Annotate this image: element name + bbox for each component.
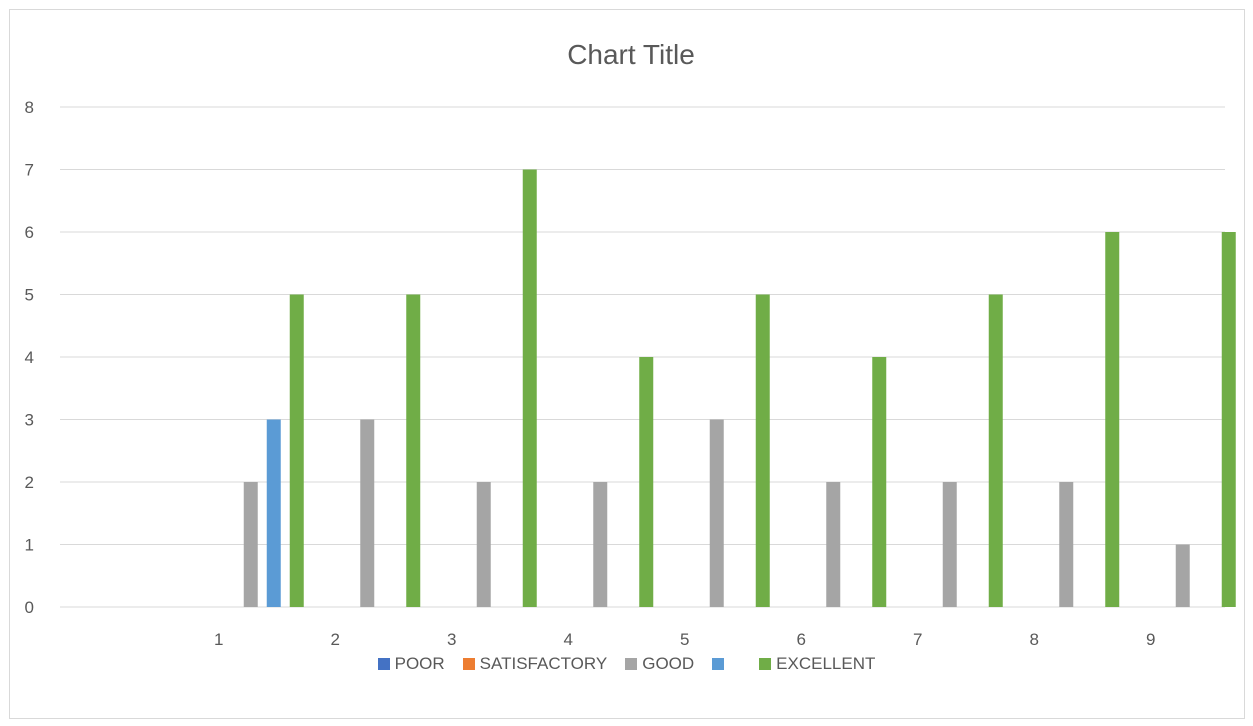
legend-swatch (625, 658, 638, 670)
bar-good-5 (709, 419, 724, 607)
legend-item: GOOD (625, 654, 694, 674)
legend-item: SATISFACTORY (462, 654, 608, 674)
y-tick-label: 1 (25, 536, 34, 555)
bar-excellent-4 (639, 357, 654, 607)
bar-excellent-3 (522, 169, 537, 607)
bar-good-4 (593, 482, 608, 607)
legend-swatch (462, 658, 475, 670)
bar-good-2 (360, 419, 375, 607)
y-tick-label: 8 (25, 98, 34, 117)
y-tick-label: 0 (25, 598, 34, 617)
x-tick-label: 6 (797, 630, 806, 649)
bar-series-3-1 (266, 419, 281, 607)
bar-excellent-7 (988, 294, 1003, 607)
x-tick-label: 4 (564, 630, 573, 649)
y-tick-label: 5 (25, 286, 34, 305)
bar-good-3 (476, 482, 491, 607)
bar-good-6 (826, 482, 841, 607)
legend-item (712, 658, 741, 670)
bar-excellent-1 (289, 294, 304, 607)
legend-label: GOOD (642, 654, 695, 673)
bar-good-1 (243, 482, 258, 607)
legend-swatch (712, 658, 725, 670)
y-tick-label: 2 (25, 473, 34, 492)
legend-item: POOR (377, 654, 445, 674)
bar-excellent-2 (406, 294, 421, 607)
x-axis-ticks: 1 2 3 4 5 6 7 8 9 (214, 630, 1155, 649)
bar-good-9 (1175, 544, 1190, 607)
chart-title: Chart Title (567, 39, 695, 70)
chart-frame (9, 9, 1245, 719)
bar-excellent-5 (755, 294, 770, 607)
bar-good-8 (1059, 482, 1074, 607)
legend-swatch (377, 658, 390, 670)
legend-item: EXCELLENT (759, 654, 875, 674)
x-tick-label: 2 (331, 630, 340, 649)
x-tick-label: 5 (680, 630, 689, 649)
legend-label: POOR (394, 654, 445, 673)
bar-excellent-9 (1221, 232, 1236, 607)
bar-excellent-6 (872, 357, 887, 607)
legend-label: EXCELLENT (776, 654, 876, 673)
bars (243, 169, 1236, 607)
x-tick-label: 8 (1030, 630, 1039, 649)
legend: POOR SATISFACTORY GOOD EXCELLENT (0, 652, 1253, 676)
y-axis-ticks: 0 1 2 3 4 5 6 7 8 (25, 98, 34, 617)
legend-label: SATISFACTORY (479, 654, 608, 673)
y-tick-label: 7 (25, 161, 34, 180)
x-tick-label: 9 (1146, 630, 1155, 649)
y-tick-label: 3 (25, 411, 34, 430)
bar-good-7 (942, 482, 957, 607)
x-tick-label: 3 (447, 630, 456, 649)
x-tick-label: 1 (214, 630, 223, 649)
legend-swatch (759, 658, 772, 670)
y-tick-label: 6 (25, 223, 34, 242)
y-tick-label: 4 (25, 348, 34, 367)
bar-excellent-8 (1105, 232, 1120, 607)
x-tick-label: 7 (913, 630, 922, 649)
